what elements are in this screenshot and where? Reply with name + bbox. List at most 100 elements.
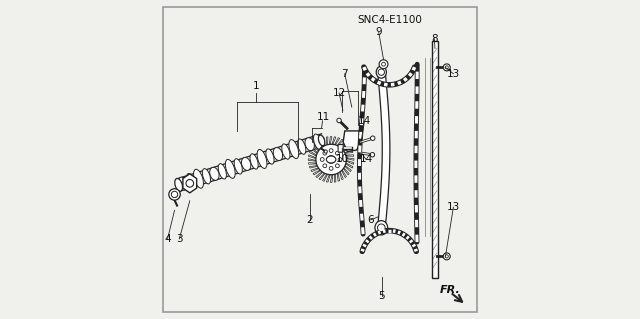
Text: 7: 7: [342, 69, 348, 79]
Polygon shape: [311, 147, 317, 153]
Circle shape: [338, 158, 342, 161]
Ellipse shape: [218, 164, 227, 179]
Polygon shape: [326, 174, 330, 182]
Polygon shape: [337, 139, 343, 146]
Polygon shape: [308, 163, 317, 164]
Text: 9: 9: [376, 27, 382, 37]
Circle shape: [169, 189, 180, 200]
Circle shape: [379, 60, 388, 69]
Circle shape: [320, 158, 324, 161]
Circle shape: [337, 118, 341, 123]
Polygon shape: [308, 159, 316, 161]
Ellipse shape: [305, 137, 314, 151]
Ellipse shape: [326, 156, 336, 163]
Polygon shape: [342, 144, 349, 149]
Polygon shape: [309, 151, 317, 156]
Circle shape: [186, 180, 193, 187]
Ellipse shape: [225, 160, 235, 178]
FancyBboxPatch shape: [432, 41, 438, 278]
Ellipse shape: [314, 134, 322, 149]
Polygon shape: [334, 174, 336, 182]
Polygon shape: [340, 172, 343, 180]
Text: FR.: FR.: [440, 285, 461, 295]
Polygon shape: [343, 131, 360, 152]
Ellipse shape: [175, 178, 182, 191]
Circle shape: [444, 253, 450, 260]
Circle shape: [329, 149, 333, 152]
Polygon shape: [326, 137, 328, 145]
Text: 11: 11: [317, 112, 330, 122]
Text: SNC4-E1100: SNC4-E1100: [357, 15, 422, 25]
Polygon shape: [344, 147, 351, 151]
Polygon shape: [183, 174, 196, 193]
Text: 3: 3: [176, 234, 182, 244]
Circle shape: [370, 152, 374, 157]
Ellipse shape: [318, 135, 324, 146]
Polygon shape: [345, 151, 353, 153]
Polygon shape: [335, 138, 340, 145]
Polygon shape: [346, 155, 354, 156]
Ellipse shape: [266, 149, 274, 164]
Ellipse shape: [375, 221, 388, 235]
Polygon shape: [378, 70, 390, 229]
Ellipse shape: [210, 167, 219, 180]
Circle shape: [329, 167, 333, 170]
Polygon shape: [346, 160, 354, 164]
Polygon shape: [319, 139, 323, 147]
Circle shape: [316, 144, 346, 175]
Polygon shape: [346, 158, 354, 160]
Ellipse shape: [298, 139, 306, 154]
Circle shape: [444, 64, 450, 71]
Polygon shape: [313, 170, 321, 175]
Polygon shape: [316, 172, 323, 177]
Text: 10: 10: [336, 154, 349, 165]
Ellipse shape: [250, 154, 258, 169]
Circle shape: [371, 136, 375, 140]
Ellipse shape: [186, 174, 195, 189]
Text: 5: 5: [379, 291, 385, 301]
Ellipse shape: [178, 177, 188, 190]
Circle shape: [378, 224, 385, 232]
Polygon shape: [346, 163, 353, 168]
FancyBboxPatch shape: [163, 7, 477, 312]
Circle shape: [378, 69, 385, 75]
Ellipse shape: [376, 66, 387, 78]
Circle shape: [335, 164, 339, 168]
Circle shape: [327, 156, 335, 163]
Text: 8: 8: [431, 34, 438, 44]
Polygon shape: [344, 168, 349, 175]
Polygon shape: [332, 137, 336, 145]
Ellipse shape: [257, 150, 267, 168]
Circle shape: [172, 191, 178, 197]
Circle shape: [323, 164, 327, 168]
Polygon shape: [311, 168, 319, 172]
Text: 4: 4: [164, 234, 171, 244]
Text: 12: 12: [332, 88, 346, 98]
Ellipse shape: [273, 147, 283, 160]
Polygon shape: [330, 137, 332, 145]
Text: 14: 14: [358, 116, 371, 126]
Circle shape: [381, 62, 385, 66]
Polygon shape: [323, 174, 328, 181]
Polygon shape: [340, 142, 346, 147]
Polygon shape: [316, 142, 321, 149]
Polygon shape: [330, 174, 333, 182]
Polygon shape: [309, 166, 317, 168]
Ellipse shape: [234, 159, 243, 174]
Ellipse shape: [202, 169, 211, 184]
Polygon shape: [342, 170, 346, 177]
Polygon shape: [323, 138, 325, 146]
Polygon shape: [345, 166, 351, 172]
Text: 14: 14: [360, 154, 372, 165]
Polygon shape: [337, 173, 340, 181]
FancyBboxPatch shape: [338, 145, 343, 152]
Polygon shape: [319, 173, 325, 180]
Ellipse shape: [241, 157, 251, 170]
Text: 1: 1: [253, 81, 260, 92]
Text: 13: 13: [447, 202, 460, 212]
Circle shape: [445, 66, 448, 69]
Circle shape: [323, 151, 327, 155]
Polygon shape: [308, 155, 316, 159]
Polygon shape: [313, 144, 319, 151]
Ellipse shape: [289, 140, 299, 159]
